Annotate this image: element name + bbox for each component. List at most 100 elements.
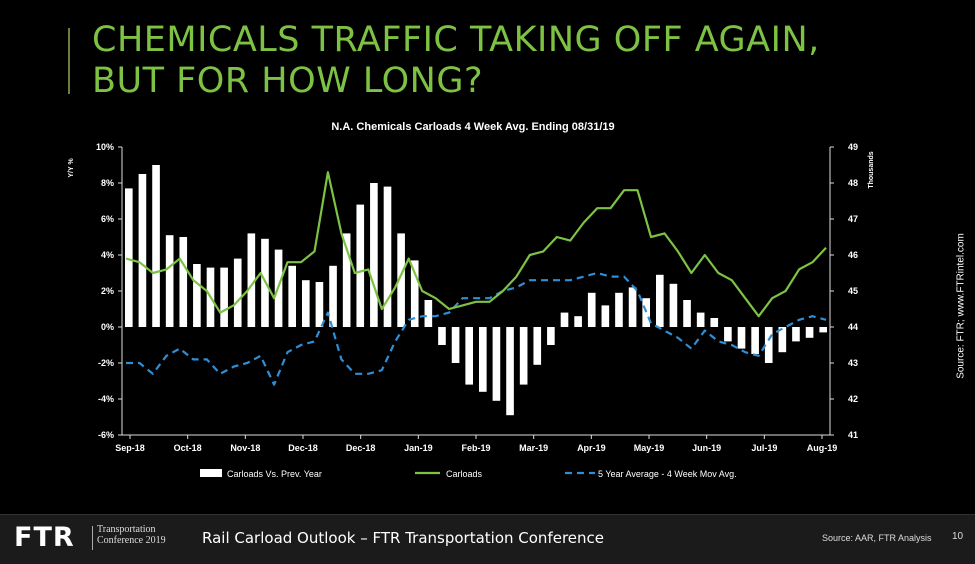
y-right-tick-label: 48	[848, 178, 858, 188]
y-left-tick-label: -6%	[98, 430, 114, 440]
x-tick-label: Nov-18	[230, 443, 260, 453]
bar-yoy	[764, 327, 773, 363]
bar-yoy	[233, 258, 242, 327]
bar-yoy	[601, 305, 610, 327]
bar-yoy	[547, 327, 555, 345]
x-tick-label: Feb-19	[461, 443, 490, 453]
bar-yoy	[124, 188, 133, 327]
x-tick-label: Dec-18	[346, 443, 376, 453]
footer-source: Source: AAR, FTR Analysis	[822, 533, 932, 543]
bar-yoy	[683, 300, 691, 327]
bar-yoy	[737, 327, 746, 349]
slide-title: CHEMICALS TRAFFIC TAKING OFF AGAIN, BUT …	[92, 20, 820, 102]
bar-yoy	[615, 292, 623, 327]
x-tick-label: Dec-18	[288, 443, 318, 453]
bar-yoy	[724, 327, 732, 342]
bar-yoy	[792, 327, 800, 342]
bar-yoy	[329, 265, 337, 327]
ftr-logo: FTR	[14, 522, 75, 553]
slide-title-line1: CHEMICALS TRAFFIC TAKING OFF AGAIN,	[92, 20, 820, 60]
x-tick-label: Mar-19	[519, 443, 548, 453]
slide-title-line2: BUT FOR HOW LONG?	[92, 61, 484, 101]
x-tick-label: Aug-19	[807, 443, 838, 453]
legend-label-carloads: Carloads	[446, 469, 483, 479]
x-tick-label: Jan-19	[404, 443, 433, 453]
bar-yoy	[696, 312, 705, 327]
y-left-tick-label: -4%	[98, 394, 114, 404]
bar-yoy	[424, 300, 433, 327]
x-tick-label: Jul-19	[751, 443, 777, 453]
bar-yoy	[451, 327, 460, 363]
legend-label-bars: Carloads Vs. Prev. Year	[227, 469, 322, 479]
bar-yoy	[288, 265, 297, 327]
bar-yoy	[438, 327, 446, 345]
bar-yoy	[642, 298, 651, 327]
bar-yoy	[669, 283, 678, 327]
line-5yr-average	[126, 271, 827, 386]
title-accent-bar	[68, 28, 70, 94]
bar-yoy	[410, 260, 419, 327]
bar-yoy	[506, 327, 514, 416]
bar-yoy	[220, 267, 228, 327]
x-tick-label: Sep-18	[115, 443, 145, 453]
bar-yoy	[819, 327, 828, 333]
bar-yoy	[492, 327, 501, 401]
bar-yoy	[315, 282, 324, 327]
bar-yoy	[342, 233, 351, 327]
y-right-tick-label: 44	[848, 322, 858, 332]
y-right-tick-label: 43	[848, 358, 858, 368]
bar-yoy	[805, 327, 814, 338]
page-number: 10	[952, 531, 964, 542]
y-right-tick-label: 47	[848, 214, 858, 224]
bar-yoy	[778, 327, 787, 353]
y-right-tick-label: 42	[848, 394, 858, 404]
y-left-tick-label: 2%	[101, 286, 114, 296]
bar-yoy	[587, 292, 596, 327]
x-tick-label: Oct-18	[174, 443, 202, 453]
bar-yoy	[165, 235, 174, 327]
footer-bar	[0, 514, 975, 564]
bar-yoy	[397, 233, 405, 327]
bar-yoy	[193, 264, 201, 327]
bar-yoy	[152, 165, 160, 327]
bar-yoy	[628, 287, 637, 327]
chart-title: N.A. Chemicals Carloads 4 Week Avg. Endi…	[331, 121, 614, 133]
y-right-tick-label: 45	[848, 286, 858, 296]
y-left-tick-label: -2%	[98, 358, 114, 368]
bar-yoy	[179, 237, 188, 327]
carloads-chart: N.A. Chemicals Carloads 4 Week Avg. Endi…	[68, 121, 875, 479]
y-axis-left-label: Y/Y %	[68, 158, 75, 178]
line-carloads	[125, 171, 827, 318]
bar-yoy	[710, 318, 719, 327]
bar-yoy	[301, 280, 310, 327]
legend-swatch-bars	[200, 469, 222, 477]
y-right-tick-label: 49	[848, 142, 858, 152]
logo-divider	[92, 526, 93, 550]
y-left-tick-label: 4%	[101, 250, 114, 260]
y-right-tick-label: 46	[848, 250, 858, 260]
bar-yoy	[465, 327, 474, 385]
x-tick-label: Apr-19	[577, 443, 606, 453]
x-tick-label: Jun-19	[692, 443, 721, 453]
footer-title: Rail Carload Outlook – FTR Transportatio…	[202, 529, 604, 547]
y-right-tick-label: 41	[848, 430, 858, 440]
bar-yoy	[560, 312, 569, 327]
y-left-tick-label: 0%	[101, 322, 114, 332]
legend-label-avg: 5 Year Average - 4 Week Mov Avg.	[598, 469, 737, 479]
bar-yoy	[751, 327, 759, 354]
bar-yoy	[519, 327, 528, 385]
y-axis-right-label: Thousands	[868, 151, 875, 188]
logo-subtitle: Transportation Conference 2019	[97, 524, 166, 546]
bar-yoy	[138, 174, 147, 327]
bar-yoy	[356, 204, 365, 327]
bar-yoy	[655, 274, 664, 327]
bar-yoy	[533, 327, 542, 365]
y-left-tick-label: 8%	[101, 178, 114, 188]
x-tick-label: May-19	[634, 443, 665, 453]
bar-yoy	[574, 316, 582, 327]
bar-yoy	[370, 183, 378, 327]
y-left-tick-label: 10%	[96, 142, 114, 152]
bar-yoy	[478, 327, 487, 392]
y-left-tick-label: 6%	[101, 214, 114, 224]
side-source-text: Source: FTR; www.FTRintel.com	[955, 233, 967, 379]
